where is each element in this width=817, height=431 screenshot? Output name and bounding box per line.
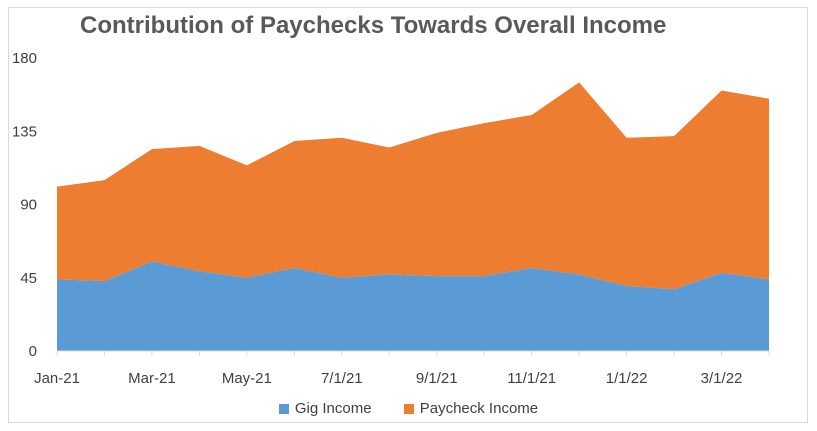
chart-title: Contribution of Paychecks Towards Overal… (80, 12, 667, 39)
area-series-0 (57, 261, 769, 351)
y-tick-label: 45 (20, 270, 37, 287)
legend-item-gig: Gig Income (278, 400, 372, 417)
series-areas (57, 82, 769, 351)
x-axis-tick-labels: Jan-21 Mar-21 May-21 7/1/21 9/1/21 11/1/21 1/1… (34, 370, 742, 387)
y-tick-label: 180 (12, 50, 37, 67)
legend-item-paycheck: Paycheck Income (403, 400, 539, 417)
legend-label-paycheck: Paycheck Income (419, 400, 539, 417)
area-series-1 (57, 82, 769, 290)
x-tick-label: Jan-21 (34, 370, 80, 387)
x-tick-label: 7/1/21 (321, 370, 363, 387)
legend-swatch-gig (278, 403, 289, 414)
x-tick-label: 1/1/22 (606, 370, 648, 387)
y-axis-tick-labels: 0 45 90 135 180 (12, 50, 37, 360)
x-tick-label: 11/1/21 (507, 370, 556, 387)
x-axis (56, 350, 770, 356)
x-tick-label: Mar-21 (128, 370, 176, 387)
x-tick-label: 3/1/22 (701, 370, 743, 387)
y-tick-label: 0 (29, 343, 37, 360)
y-tick-label: 135 (12, 123, 37, 140)
y-tick-label: 90 (20, 197, 37, 214)
legend-label-gig: Gig Income (294, 400, 372, 417)
legend: Gig Income Paycheck Income (0, 400, 817, 418)
x-tick-label: May-21 (222, 370, 272, 387)
x-tick-label: 9/1/21 (416, 370, 458, 387)
legend-swatch-paycheck (403, 403, 414, 414)
